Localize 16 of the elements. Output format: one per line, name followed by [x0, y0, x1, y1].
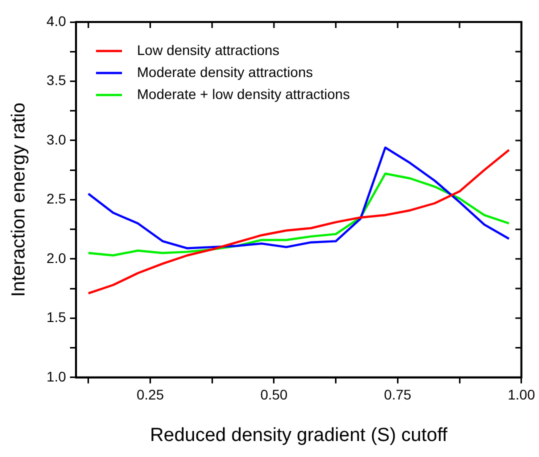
x-tick-label: 0.75 — [384, 386, 412, 403]
legend-label: Low density attractions — [137, 42, 280, 58]
y-tick-label: 3.5 — [46, 72, 66, 88]
x-axis-title: Reduced density gradient (S) cutoff — [150, 424, 448, 446]
y-tick-label: 1.5 — [46, 309, 66, 326]
y-tick-label: 1.0 — [46, 368, 66, 384]
x-tick-label: 0.25 — [136, 386, 164, 403]
x-tick-label: 1.00 — [508, 386, 536, 403]
legend-label: Moderate + low density attractions — [137, 86, 350, 102]
y-tick-label: 4.0 — [46, 12, 66, 29]
y-tick-label: 2.0 — [46, 250, 66, 266]
legend-label: Moderate density attractions — [137, 64, 313, 80]
y-tick-label: 2.5 — [46, 190, 66, 207]
x-tick-label: 0.50 — [260, 386, 288, 403]
y-axis-title: Interaction energy ratio — [8, 102, 30, 297]
y-tick-label: 3.0 — [46, 131, 66, 148]
